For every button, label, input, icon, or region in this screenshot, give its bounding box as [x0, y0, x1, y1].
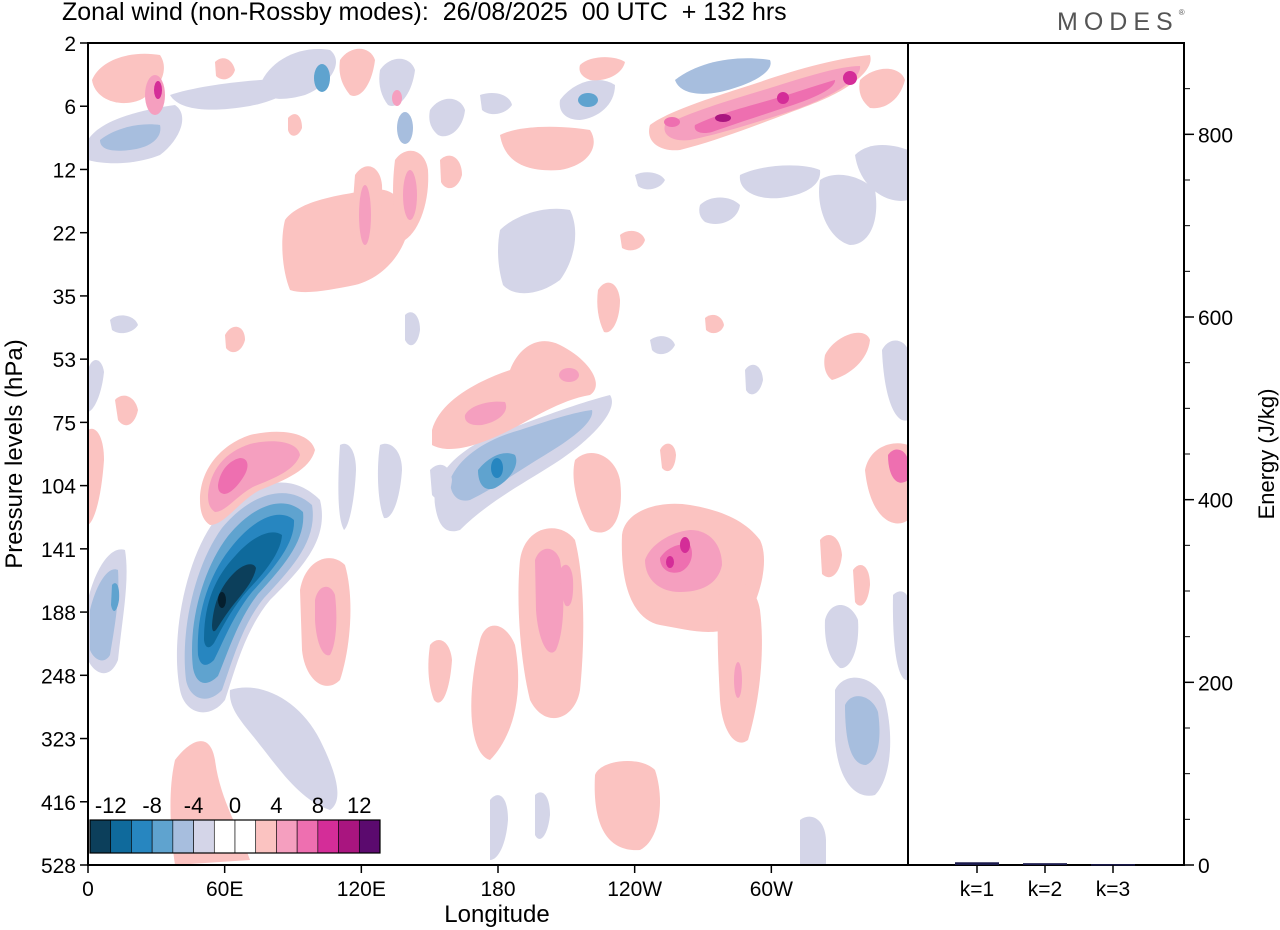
energy-bar: [1091, 864, 1135, 866]
x-tick-label: 60W: [750, 878, 793, 901]
energy-category-label: k=3: [1096, 878, 1130, 901]
positive-region-right-edge-inner: [888, 449, 908, 483]
colorbar-label: 0: [229, 793, 241, 818]
positive-region-120w: [621, 503, 765, 743]
x-tick-label: 0: [82, 878, 94, 901]
positive-region-180: [471, 452, 621, 760]
axes: 0 60E 120E 180 120W 60W 2 6 12 22 35 53 75 104 141 188 2…: [41, 33, 793, 901]
negative-band-180: [434, 395, 612, 532]
energy-bars: 0 200 400 600 800 k=1 k=2 k=3: [955, 88, 1233, 901]
chart-title: Zonal wind (non-Rossby modes): 26/08/202…: [62, 0, 787, 26]
colorbar-label: -4: [184, 793, 204, 818]
negative-tongue: [229, 687, 338, 810]
energy-bar: [1023, 863, 1067, 865]
energy-tick-label: 200: [1198, 672, 1233, 695]
colorbar-label: -8: [142, 793, 162, 818]
y-tick-label: 35: [53, 286, 76, 309]
colorbar-swatch: [255, 819, 277, 854]
colorbar-swatch: [317, 819, 339, 854]
colorbar-swatch: [213, 819, 236, 854]
y-tick-label: 22: [53, 223, 76, 246]
colorbar-swatch: [276, 819, 298, 854]
negative-region-left-core: [111, 583, 120, 612]
y-tick-label: 323: [41, 729, 76, 752]
y-tick-label: 2: [64, 33, 76, 56]
y-tick-label: 248: [41, 665, 76, 688]
colorbar-label: 12: [347, 793, 371, 818]
y-tick-label: 75: [53, 412, 76, 435]
y-axis-label: Pressure levels (hPa): [1, 339, 28, 568]
colorbar-swatch: [172, 819, 194, 854]
colorbar-swatch: [151, 819, 174, 854]
negative-region-left-inner: [90, 569, 119, 661]
colorbar: -12 -8 -4 0 4 8 12: [89, 793, 381, 854]
energy-tick-label: 600: [1198, 307, 1233, 330]
energy-panel-frame: [907, 42, 1185, 866]
energy-category-label: k=1: [960, 878, 994, 901]
positive-band-75: [432, 341, 596, 450]
y-tick-label: 416: [41, 792, 76, 815]
wind-field: [88, 43, 908, 865]
positive-region-90e-inner: [315, 586, 337, 656]
colorbar-swatch: [358, 819, 381, 854]
colorbar-swatch: [89, 819, 112, 854]
y-tick-label: 53: [53, 349, 76, 372]
y-tick-label: 528: [41, 855, 76, 878]
energy-axis-label: Energy (J/kg): [1254, 389, 1279, 520]
colorbar-swatch: [296, 819, 319, 854]
y-tick-label: 6: [64, 96, 76, 119]
colorbar-swatch: [110, 819, 132, 854]
x-tick-label: 120E: [337, 878, 386, 901]
negative-region-right-edge: [882, 340, 908, 421]
positive-region-60e: [200, 431, 315, 525]
colorbar-label: 8: [312, 793, 324, 818]
negative-jet-region: [176, 482, 322, 713]
positive-region-lower-120w: [594, 760, 660, 851]
energy-category-label: k=2: [1028, 878, 1062, 901]
energy-bar: [955, 862, 999, 865]
y-tick-label: 141: [41, 539, 76, 562]
energy-tick-label: 400: [1198, 490, 1233, 513]
upper-level-patches: [88, 48, 908, 865]
x-tick-label: 60E: [206, 878, 243, 901]
x-tick-label: 180: [480, 878, 515, 901]
energy-tick-label: 0: [1198, 855, 1210, 878]
colorbar-swatch: [338, 819, 360, 854]
modes-logo: MODES®: [1057, 8, 1185, 36]
x-axis-label: Longitude: [444, 901, 549, 928]
energy-tick-label: 800: [1198, 124, 1233, 147]
negative-region-right-lower: [824, 605, 891, 796]
colorbar-swatch: [234, 819, 257, 854]
y-tick-label: 188: [41, 602, 76, 625]
colorbar-frame: [89, 819, 381, 854]
x-tick-label: 120W: [607, 878, 662, 901]
colorbar-label: 4: [270, 793, 282, 818]
colorbar-label: -12: [95, 793, 127, 818]
colorbar-swatch: [193, 819, 215, 854]
colorbar-swatch: [131, 819, 153, 854]
y-tick-label: 104: [41, 476, 76, 499]
y-tick-label: 12: [53, 159, 76, 182]
